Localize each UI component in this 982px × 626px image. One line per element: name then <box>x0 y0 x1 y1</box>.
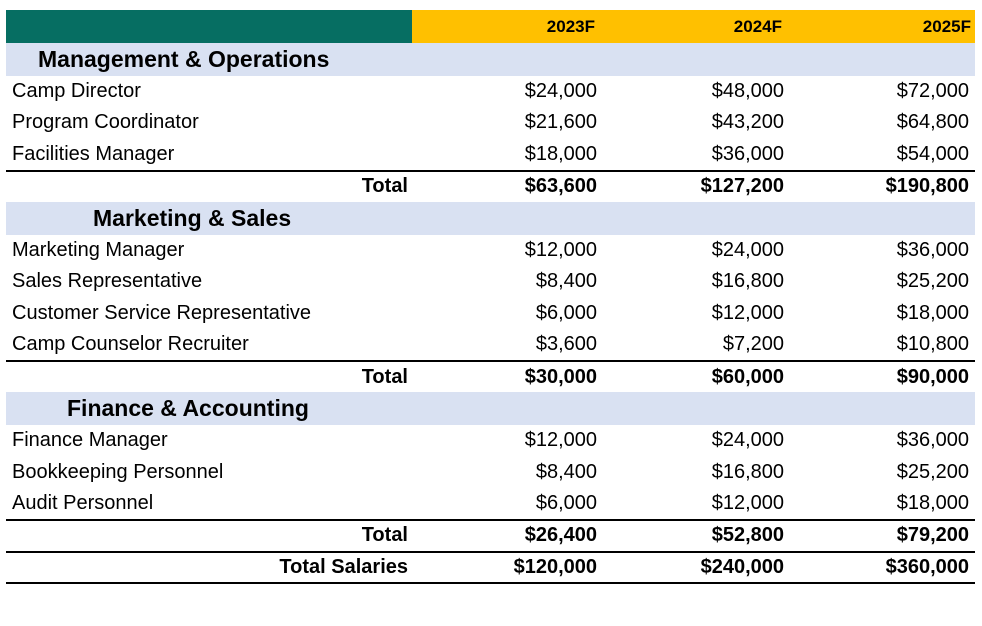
row-value: $25,200 <box>896 270 969 293</box>
row-value: $36,000 <box>896 429 969 452</box>
section-total-row: Total $63,600 $127,200 $190,800 <box>6 169 975 202</box>
row-value: $12,000 <box>524 429 597 452</box>
table-row: Camp Director $24,000 $48,000 $72,000 <box>6 76 975 107</box>
section-title: Finance & Accounting <box>67 395 309 422</box>
grand-total-row: Total Salaries $120,000 $240,000 $360,00… <box>6 550 975 584</box>
row-value: $18,000 <box>896 491 969 514</box>
row-value: $12,000 <box>711 491 784 514</box>
row-value: $48,000 <box>711 80 784 103</box>
table-row: Camp Counselor Recruiter $3,600 $7,200 $… <box>6 329 975 360</box>
table-row: Sales Representative $8,400 $16,800 $25,… <box>6 266 975 297</box>
total-value: $127,200 <box>700 175 784 198</box>
row-value: $54,000 <box>896 142 969 165</box>
row-value: $18,000 <box>524 142 597 165</box>
section-title: Management & Operations <box>38 46 330 72</box>
section-total-row: Total $26,400 $52,800 $79,200 <box>6 518 975 551</box>
table-row: Audit Personnel $6,000 $12,000 $18,000 <box>6 488 975 519</box>
section-heading-management: Management & Operations <box>6 43 975 76</box>
row-label: Bookkeeping Personnel <box>12 460 224 483</box>
row-label: Facilities Manager <box>12 142 175 165</box>
row-value: $24,000 <box>711 239 784 262</box>
row-value: $36,000 <box>896 239 969 262</box>
total-value: $60,000 <box>711 365 784 388</box>
row-label: Audit Personnel <box>12 491 154 514</box>
table-row: Program Coordinator $21,600 $43,200 $64,… <box>6 107 975 138</box>
grand-total-label: Total Salaries <box>279 555 408 578</box>
grand-total-value: $240,000 <box>700 555 784 578</box>
row-label: Sales Representative <box>12 270 203 293</box>
grand-total-value: $360,000 <box>885 555 969 578</box>
row-value: $8,400 <box>535 460 597 483</box>
row-value: $12,000 <box>524 239 597 262</box>
total-value: $52,800 <box>711 524 784 547</box>
row-value: $24,000 <box>524 80 597 103</box>
row-value: $10,800 <box>896 332 969 355</box>
row-value: $12,000 <box>711 301 784 324</box>
header-year-2024: 2024F <box>599 10 786 43</box>
row-label: Customer Service Representative <box>12 301 312 324</box>
section-heading-finance: Finance & Accounting <box>6 392 975 426</box>
table-header-row: 2023F 2024F 2025F <box>6 10 975 43</box>
row-value: $64,800 <box>896 111 969 134</box>
total-label: Total <box>361 365 408 388</box>
table-row: Facilities Manager $18,000 $36,000 $54,0… <box>6 139 975 170</box>
total-value: $79,200 <box>896 524 969 547</box>
row-value: $3,600 <box>535 332 597 355</box>
section-title: Marketing & Sales <box>93 204 292 231</box>
header-year-2025: 2025F <box>786 10 975 43</box>
salary-table: 2023F 2024F 2025F Management & Operation… <box>6 10 975 584</box>
table-row: Bookkeeping Personnel $8,400 $16,800 $25… <box>6 456 975 487</box>
row-label: Camp Counselor Recruiter <box>12 332 249 355</box>
row-value: $43,200 <box>711 111 784 134</box>
total-value: $63,600 <box>524 175 597 198</box>
row-value: $8,400 <box>535 270 597 293</box>
grand-total-value: $120,000 <box>513 555 597 578</box>
row-value: $25,200 <box>896 460 969 483</box>
total-value: $30,000 <box>524 365 597 388</box>
row-value: $24,000 <box>711 429 784 452</box>
table-row: Marketing Manager $12,000 $24,000 $36,00… <box>6 235 975 266</box>
total-value: $26,400 <box>524 524 597 547</box>
row-label: Program Coordinator <box>12 111 199 134</box>
table-row: Customer Service Representative $6,000 $… <box>6 297 975 328</box>
row-value: $16,800 <box>711 460 784 483</box>
total-label: Total <box>361 175 408 198</box>
header-year-2023: 2023F <box>412 10 599 43</box>
row-label: Marketing Manager <box>12 239 185 262</box>
row-value: $7,200 <box>722 332 784 355</box>
total-value: $90,000 <box>896 365 969 388</box>
table-row: Finance Manager $12,000 $24,000 $36,000 <box>6 425 975 456</box>
row-value: $6,000 <box>535 301 597 324</box>
row-value: $16,800 <box>711 270 784 293</box>
row-value: $18,000 <box>896 301 969 324</box>
total-value: $190,800 <box>885 175 969 198</box>
total-label: Total <box>361 524 408 547</box>
section-heading-marketing: Marketing & Sales <box>6 201 975 235</box>
row-label: Finance Manager <box>12 429 168 452</box>
row-value: $72,000 <box>896 80 969 103</box>
row-value: $6,000 <box>535 491 597 514</box>
header-label-cell <box>6 10 412 43</box>
row-value: $21,600 <box>524 111 597 134</box>
section-total-row: Total $30,000 $60,000 $90,000 <box>6 360 975 392</box>
row-label: Camp Director <box>12 80 141 103</box>
row-value: $36,000 <box>711 142 784 165</box>
